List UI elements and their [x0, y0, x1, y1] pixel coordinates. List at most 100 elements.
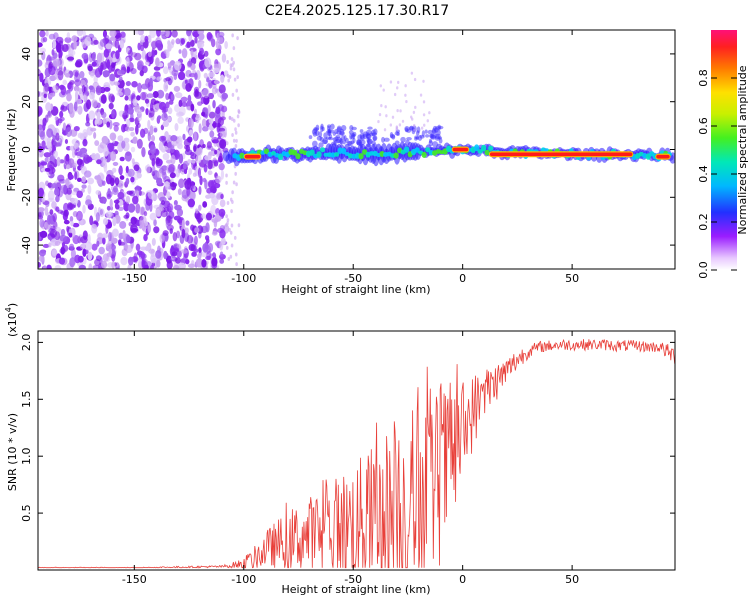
noise-blob: [195, 113, 200, 119]
noise-blob: [74, 71, 79, 78]
noise-blob: [176, 111, 184, 118]
noise-blob: [118, 69, 126, 75]
noise-blob: [60, 228, 66, 237]
trace-mid: [477, 149, 483, 154]
noise-blob: [161, 112, 168, 122]
noise-blob: [111, 167, 117, 173]
noise-blob: [95, 212, 100, 222]
noise-blob: [100, 260, 108, 269]
noise-blob: [118, 241, 126, 246]
noise-blob: [62, 122, 66, 131]
noise-blob: [235, 88, 238, 93]
noise-blob: [197, 101, 203, 106]
noise-blob: [122, 110, 128, 116]
noise-blob: [71, 190, 77, 196]
noise-blob: [167, 62, 172, 67]
trace-halo: [396, 131, 400, 137]
noise-blob: [133, 252, 138, 261]
noise-blob: [80, 235, 88, 244]
noise-blob: [149, 77, 153, 87]
noise-blob: [76, 30, 84, 37]
trace-halo: [385, 114, 388, 118]
noise-blob: [111, 254, 116, 262]
noise-blob: [229, 66, 233, 71]
noise-blob: [135, 124, 139, 135]
colorbar-gradient: [711, 30, 737, 270]
noise-blob: [165, 49, 170, 59]
trace-halo: [426, 119, 429, 123]
noise-blob: [218, 31, 225, 38]
trace-mid: [414, 147, 420, 153]
trace-mid: [474, 144, 480, 152]
trace-halo: [366, 132, 370, 137]
noise-blob: [226, 73, 230, 78]
noise-blob: [231, 33, 234, 38]
noise-blob: [68, 228, 74, 234]
noise-blob: [190, 159, 196, 164]
noise-blob: [95, 189, 101, 196]
noise-blob: [168, 99, 174, 105]
trace-halo: [423, 123, 426, 127]
noise-blob: [69, 215, 74, 223]
noise-blob: [224, 41, 228, 50]
noise-blob: [109, 198, 113, 209]
colorbar-tick-label: 0.2: [697, 213, 710, 231]
noise-blob: [206, 31, 213, 40]
noise-blob: [204, 235, 210, 241]
noise-blob: [211, 159, 220, 164]
noise-blob: [136, 250, 143, 256]
noise-blob: [159, 196, 167, 202]
noise-blob: [219, 258, 225, 264]
noise-blob: [112, 122, 120, 127]
noise-blob: [175, 257, 181, 264]
noise-blob: [125, 244, 133, 254]
noise-blob: [72, 222, 80, 228]
noise-blob: [112, 161, 119, 166]
noise-blob: [168, 163, 175, 173]
noise-blob: [107, 142, 115, 152]
noise-blob: [111, 261, 116, 269]
trace-halo: [391, 115, 395, 119]
noise-blob: [175, 230, 181, 239]
noise-blob: [156, 89, 165, 99]
noise-blob: [108, 93, 115, 104]
noise-blob: [225, 214, 228, 219]
noise-blob: [84, 241, 93, 251]
noise-blob: [146, 163, 151, 174]
noise-blob: [234, 252, 238, 257]
noise-blob: [188, 118, 194, 129]
echo-trace: [222, 71, 675, 167]
noise-blob: [205, 194, 211, 199]
noise-blob: [197, 30, 205, 36]
noise-blob: [41, 51, 46, 61]
noise-blob: [121, 140, 126, 149]
noise-blob: [217, 155, 223, 163]
noise-blob: [189, 39, 195, 47]
noise-blob: [220, 193, 224, 200]
noise-blob: [151, 237, 156, 246]
noise-blob: [105, 174, 112, 185]
spectrogram-x-ticks: -150 -100 -50 0 50: [122, 30, 579, 285]
trace-halo: [422, 79, 425, 83]
noise-blob: [139, 215, 147, 224]
noise-blob: [70, 158, 74, 164]
noise-blob: [128, 221, 133, 227]
noise-blob: [195, 153, 202, 164]
noise-blob: [116, 91, 124, 97]
noise-blob: [46, 264, 52, 269]
noise-blob: [131, 94, 136, 100]
noise-blob: [87, 65, 93, 72]
noise-blob: [173, 60, 182, 71]
noise-blob: [79, 71, 85, 79]
trace-mid: [277, 153, 284, 161]
trace-mid: [309, 149, 315, 156]
trace-halo: [419, 93, 423, 97]
noise-blob: [231, 133, 234, 138]
trace-halo: [425, 134, 430, 138]
noise-blob: [236, 75, 239, 80]
noise-blob: [45, 114, 49, 123]
noise-blob: [185, 220, 190, 226]
noise-blob: [105, 43, 113, 50]
noise-blob: [54, 187, 60, 196]
colorbar-tick-label: 0.4: [697, 165, 710, 183]
